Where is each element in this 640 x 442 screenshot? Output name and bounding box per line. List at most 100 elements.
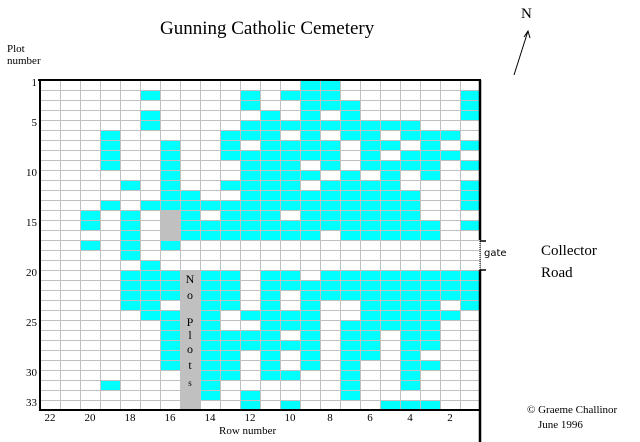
empty-plot-cell [140,250,161,261]
empty-plot-cell [40,280,61,291]
empty-plot-cell [120,330,141,341]
empty-plot-cell [260,90,281,101]
occupied-plot-cell [300,230,321,241]
occupied-plot-cell [320,290,341,301]
empty-plot-cell [320,110,341,121]
empty-plot-cell [440,120,461,131]
occupied-plot-cell [240,390,261,401]
occupied-plot-cell [400,120,421,131]
occupied-plot-cell [200,340,221,351]
empty-plot-cell [460,380,481,391]
empty-plot-cell [60,200,81,211]
occupied-plot-cell [240,130,261,141]
empty-plot-cell [260,100,281,111]
empty-plot-cell [140,180,161,191]
occupied-plot-cell [280,370,301,381]
occupied-plot-cell [160,350,181,361]
occupied-plot-cell [240,190,261,201]
empty-plot-cell [200,90,221,101]
occupied-plot-cell [400,300,421,311]
occupied-plot-cell [300,200,321,211]
empty-plot-cell [240,360,261,371]
empty-plot-cell [60,360,81,371]
plot-label-line2: number [7,55,41,67]
occupied-plot-cell [200,390,221,401]
empty-plot-cell [420,210,441,221]
row-number-tick: 16 [164,412,176,424]
empty-plot-cell [120,340,141,351]
empty-plot-cell [60,260,81,271]
occupied-plot-cell [400,280,421,291]
empty-plot-cell [120,310,141,321]
occupied-plot-cell [220,300,241,311]
empty-plot-cell [280,260,301,271]
empty-plot-cell [380,360,401,371]
empty-plot-cell [280,380,301,391]
empty-plot-cell [200,140,221,151]
occupied-plot-cell [160,170,181,181]
empty-plot-cell [40,330,61,341]
empty-plot-cell [140,140,161,151]
occupied-plot-cell [160,160,181,171]
occupied-plot-cell [420,150,441,161]
occupied-plot-cell [400,160,421,171]
occupied-plot-cell [420,310,441,321]
empty-plot-cell [400,110,421,121]
occupied-plot-cell [160,150,181,161]
occupied-plot-cell [200,300,221,311]
occupied-plot-cell [340,320,361,331]
empty-plot-cell [200,160,221,171]
occupied-plot-cell [340,280,361,291]
empty-plot-cell [460,120,481,131]
occupied-plot-cell [400,230,421,241]
occupied-plot-cell [420,320,441,331]
occupied-plot-cell [400,350,421,361]
empty-plot-cell [320,360,341,371]
empty-plot-cell [120,150,141,161]
occupied-plot-cell [280,320,301,331]
row-number-tick: 18 [124,412,136,424]
empty-plot-cell [140,330,161,341]
occupied-plot-cell [280,220,301,231]
occupied-plot-cell [300,130,321,141]
empty-plot-cell [60,370,81,381]
occupied-plot-cell [260,130,281,141]
empty-plot-cell [280,80,301,91]
occupied-plot-cell [120,280,141,291]
empty-plot-cell [380,260,401,271]
occupied-plot-cell [280,160,301,171]
occupied-plot-cell [420,280,441,291]
occupied-plot-cell [340,290,361,301]
empty-plot-cell [80,350,101,361]
occupied-plot-cell [400,290,421,301]
empty-plot-cell [360,380,381,391]
empty-plot-cell [280,350,301,361]
occupied-plot-cell [240,200,261,211]
empty-plot-cell [60,330,81,341]
empty-plot-cell [360,260,381,271]
row-number-tick: 2 [447,412,453,424]
occupied-plot-cell [320,210,341,221]
empty-plot-cell [340,90,361,101]
empty-plot-cell [460,260,481,271]
row-number-tick: 12 [244,412,256,424]
empty-plot-cell [160,100,181,111]
no-plots-letter: t [188,358,192,372]
empty-plot-cell [280,210,301,221]
empty-plot-cell [220,80,241,91]
empty-plot-cell [320,350,341,361]
empty-plot-cell [320,310,341,321]
empty-plot-cell [400,90,421,101]
empty-plot-cell [60,270,81,281]
empty-plot-cell [300,180,321,191]
occupied-plot-cell [440,290,461,301]
empty-plot-cell [440,190,461,201]
occupied-plot-cell [300,300,321,311]
occupied-plot-cell [340,120,361,131]
occupied-plot-cell [380,280,401,291]
occupied-plot-cell [280,270,301,281]
occupied-plot-cell [400,220,421,231]
occupied-plot-cell [320,150,341,161]
empty-plot-cell [380,390,401,401]
occupied-plot-cell [300,150,321,161]
